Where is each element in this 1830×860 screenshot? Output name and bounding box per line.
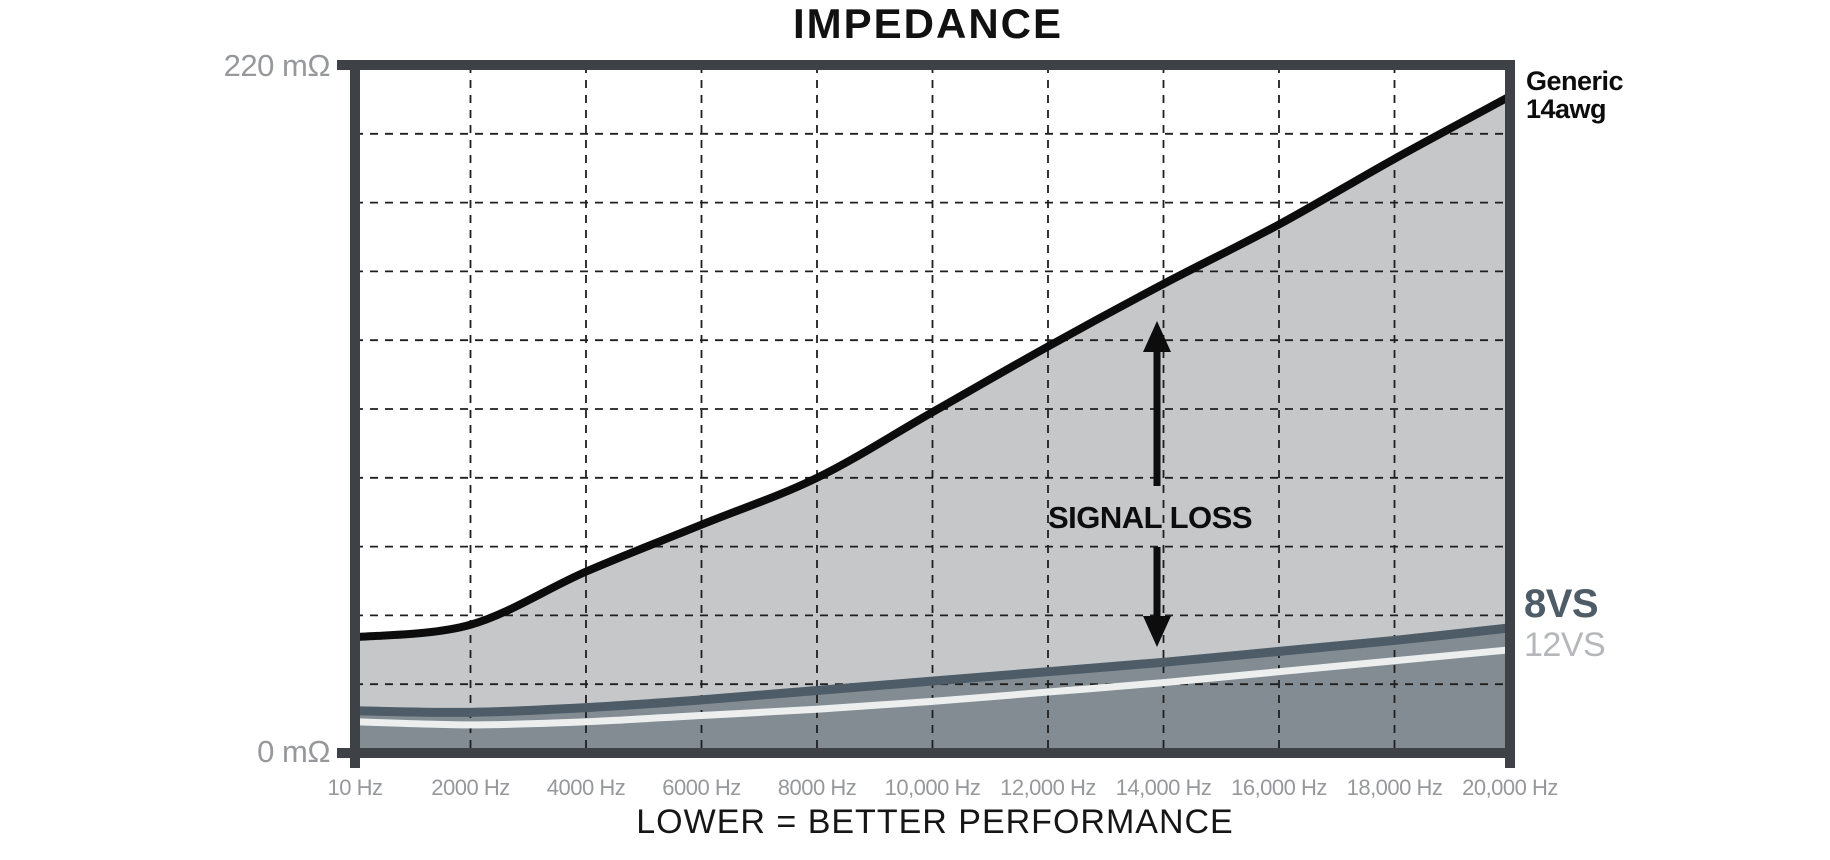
signal-loss-label: SIGNAL LOSS bbox=[1048, 500, 1252, 535]
x-tick-label: 2000 Hz bbox=[431, 775, 509, 800]
x-tick-label: 8000 Hz bbox=[778, 775, 856, 800]
series-label-8vs: 8VS bbox=[1524, 582, 1598, 626]
x-tick-label: 16,000 Hz bbox=[1231, 775, 1327, 800]
footer-caption: LOWER = BETTER PERFORMANCE bbox=[636, 803, 1233, 841]
series-curves bbox=[350, 92, 1515, 729]
x-tick-label: 14,000 Hz bbox=[1116, 775, 1212, 800]
x-tick-label: 18,000 Hz bbox=[1347, 775, 1443, 800]
vs8-curve bbox=[350, 623, 1515, 717]
signal-loss-arrowhead-up-icon bbox=[1143, 321, 1171, 352]
x-tick-label: 20,000 Hz bbox=[1462, 775, 1558, 800]
x-tick-label: 12,000 Hz bbox=[1000, 775, 1096, 800]
x-tick-label: 4000 Hz bbox=[547, 775, 625, 800]
signal-loss-arrowhead-down-icon bbox=[1143, 616, 1171, 647]
generic-14awg-curve bbox=[351, 92, 1514, 642]
y-tick-label-bottom: 0 mΩ bbox=[257, 734, 330, 769]
y-tick-label-top: 220 mΩ bbox=[224, 48, 330, 83]
x-tick-labels: 10 Hz 2000 Hz 4000 Hz 6000 Hz 8000 Hz 10,000 … bbox=[328, 775, 1559, 800]
series-label-12vs: 12VS bbox=[1524, 626, 1605, 664]
generic-14awg-label-line2: 14awg bbox=[1526, 94, 1606, 124]
plot-frame bbox=[337, 60, 1515, 768]
x-tick-label: 6000 Hz bbox=[662, 775, 740, 800]
vs12-curve bbox=[351, 646, 1514, 729]
x-tick-label: 10 Hz bbox=[328, 775, 383, 800]
chart-title: IMPEDANCE bbox=[793, 0, 1063, 47]
generic-area-fill bbox=[355, 96, 1510, 754]
generic-14awg-label-line1: Generic bbox=[1526, 66, 1624, 96]
x-tick-label: 10,000 Hz bbox=[885, 775, 981, 800]
signal-loss-annotation: SIGNAL LOSS bbox=[1048, 321, 1253, 647]
